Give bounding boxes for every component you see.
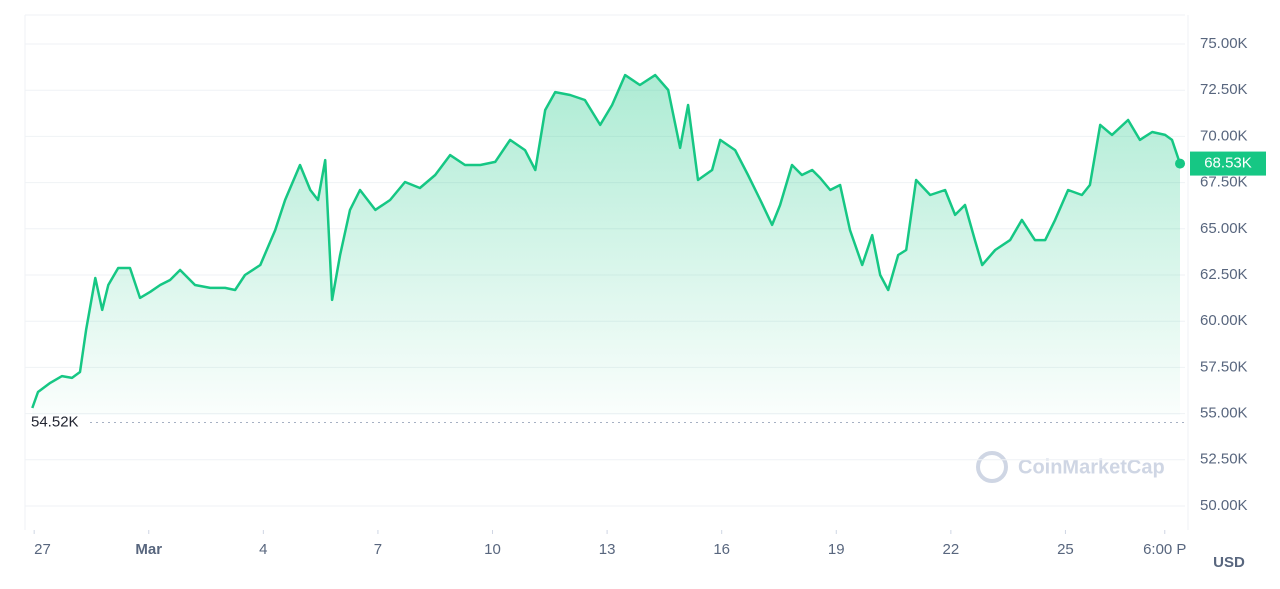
x-tick-label: 6:00 P <box>1143 541 1186 558</box>
last-point <box>1175 158 1186 169</box>
y-tick-label: 52.50K <box>1200 451 1248 468</box>
min-label: 54.52K <box>31 413 79 430</box>
y-tick-label: 55.00K <box>1200 405 1248 422</box>
y-tick-label: 65.00K <box>1200 220 1248 237</box>
watermark: CoinMarketCap <box>976 451 1165 483</box>
last-label: 68.53K <box>1204 155 1252 172</box>
x-tick-label: 27 <box>34 541 51 558</box>
x-tick-label: 7 <box>374 541 382 558</box>
y-tick-label: 60.00K <box>1200 312 1248 329</box>
last-badge <box>1190 151 1266 176</box>
y-tick-label: 75.00K <box>1200 35 1248 52</box>
currency-label: USD <box>1213 554 1245 571</box>
x-tick-label: 13 <box>599 541 616 558</box>
x-tick-label: 25 <box>1057 541 1074 558</box>
y-tick-label: 67.50K <box>1200 174 1248 191</box>
x-tick-label: 16 <box>713 541 730 558</box>
price-line <box>31 73 1182 409</box>
y-tick-label: 57.50K <box>1200 358 1248 375</box>
y-tick-label: 70.00K <box>1200 127 1248 144</box>
y-tick-label: 50.00K <box>1200 497 1248 514</box>
price-area <box>32 75 1180 415</box>
x-tick-label: 10 <box>484 541 501 558</box>
x-tick-label: Mar <box>135 541 162 558</box>
x-tick-label: 19 <box>828 541 845 558</box>
watermark-logo <box>976 451 1008 483</box>
x-tick-label: 22 <box>943 541 960 558</box>
y-tick-label: 62.50K <box>1200 266 1248 283</box>
y-tick-label: 72.50K <box>1200 81 1248 98</box>
watermark-text: CoinMarketCap <box>1018 456 1165 478</box>
x-tick-label: 4 <box>259 541 267 558</box>
